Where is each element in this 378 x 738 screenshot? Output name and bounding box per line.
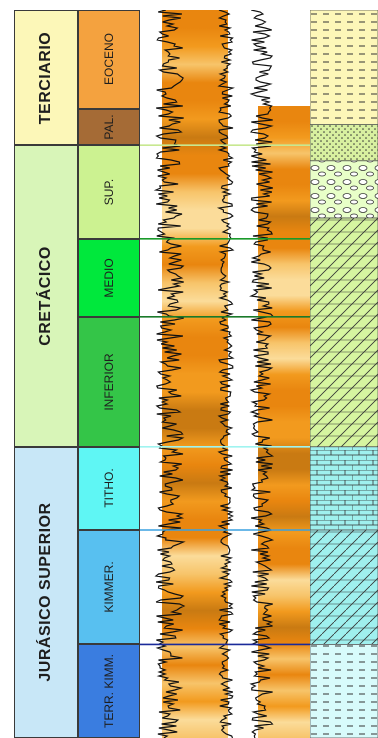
stage-cell-3: MEDIO [78,238,140,317]
litho-pattern-speckled-silt [310,124,378,161]
system-cell-2: JURÁSICO SUPERIOR [14,446,78,738]
system-label: CRETÁCICO [37,246,54,346]
stage-label: SUP. [102,178,116,206]
litho-pattern-dashed-sand [310,10,378,125]
litho-pattern-dolomite-cyan [310,530,378,645]
stage-cell-5: TITHO. [78,446,140,530]
stage-label: TERR. KIMM. [102,654,116,729]
litho-pattern-conglomerate [310,160,378,218]
litho-pattern-limestone-brick [310,446,378,530]
log-curve-right [249,10,275,738]
log-curve-mid [216,10,235,738]
log-curve-left [153,10,186,738]
stage-cell-7: TERR. KIMM. [78,644,140,738]
log-left-fill [162,10,228,738]
system-label: JURÁSICO SUPERIOR [37,502,54,682]
system-label: TERCIARIO [37,31,54,124]
system-cell-0: TERCIARIO [14,10,78,146]
stage-label: MEDIO [102,258,116,298]
litho-pattern-dashed-cyan [310,644,378,738]
stage-label: INFERIOR [102,353,116,411]
stage-cell-2: SUP. [78,145,140,239]
stage-cell-1: PAL. [78,108,140,146]
lithology-track [310,10,378,738]
stage-label: PAL. [102,114,116,140]
log-center-gap [232,10,254,738]
stage-label: EOCENO [102,33,116,86]
system-cell-1: CRETÁCICO [14,145,78,447]
stage-label: KIMMER. [102,561,116,613]
log-right-fill [258,106,310,738]
litho-pattern-dolomite-cross [310,218,378,447]
well-log-track [140,10,310,738]
stage-label: TITHO. [102,468,116,509]
stage-cell-6: KIMMER. [78,530,140,645]
stage-cell-4: INFERIOR [78,316,140,447]
stage-cell-0: EOCENO [78,10,140,109]
